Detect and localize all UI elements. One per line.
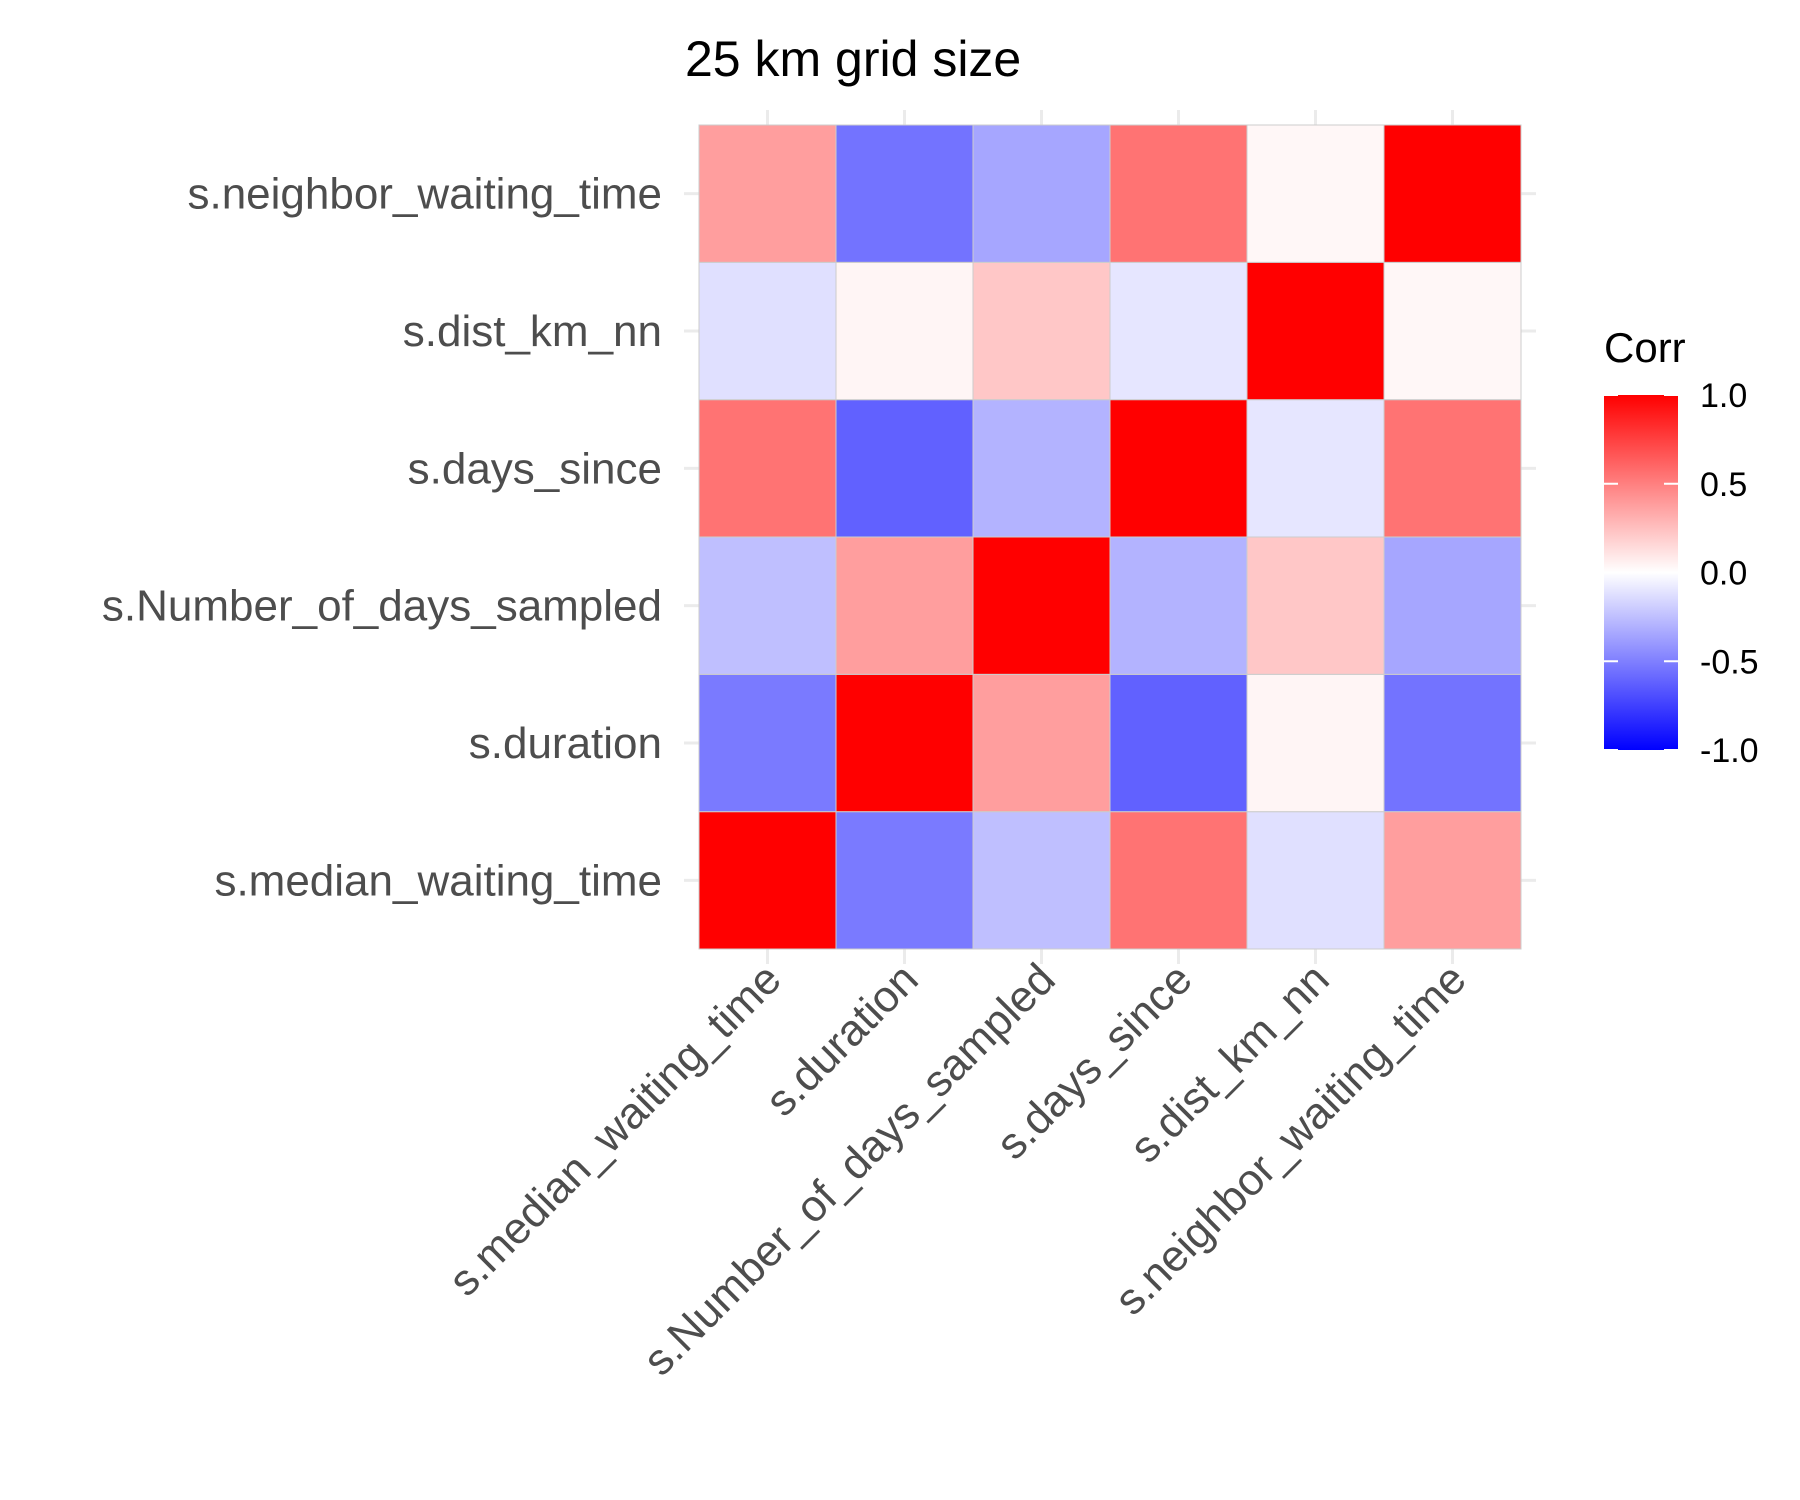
color-legend: Corr 1.0 0.5 0.0 -0.5 -1.0	[1604, 324, 1759, 770]
heatmap-cell	[1109, 811, 1248, 950]
heatmap-cell	[698, 261, 837, 401]
heatmap-cell	[835, 811, 974, 950]
heatmap-cell	[698, 673, 837, 813]
heatmap-cell	[835, 124, 974, 263]
heatmap-cell	[835, 673, 974, 813]
y-tick-label: s.median_waiting_time	[214, 856, 662, 905]
heatmap-cell	[1383, 811, 1522, 950]
heatmap-cell	[1109, 124, 1248, 263]
heatmap-cell	[1383, 536, 1522, 675]
heatmap-cell	[1109, 261, 1248, 401]
x-tick-labels: s.median_waiting_times.durations.Number_…	[439, 954, 1475, 1385]
heatmap-cell	[1246, 124, 1385, 263]
legend-tick-label: -0.5	[1700, 643, 1759, 681]
heatmap-cell	[1246, 673, 1385, 813]
y-tick-labels: s.median_waiting_time s.duration s.Number_…	[102, 170, 662, 906]
heatmap-cell	[1246, 536, 1385, 675]
heatmap-cell	[972, 536, 1111, 675]
legend-tick-label: 0.5	[1700, 466, 1747, 504]
heatmap-cell	[972, 124, 1111, 263]
heatmap-cell	[835, 536, 974, 675]
chart-title: 25 km grid size	[685, 31, 1021, 87]
y-tick-label: s.dist_km_nn	[403, 307, 662, 356]
legend-ticks: 1.0 0.5 0.0 -0.5 -1.0	[1604, 377, 1759, 770]
heatmap-cell	[1383, 399, 1522, 538]
heatmap-cell	[972, 673, 1111, 813]
heatmap-cell	[972, 811, 1111, 950]
heatmap-cell	[835, 399, 974, 538]
heatmap-cell	[1109, 673, 1248, 813]
heatmap-cell	[1383, 673, 1522, 813]
legend-tick-label: -1.0	[1700, 732, 1759, 770]
heatmap-cell	[1246, 811, 1385, 950]
legend-tick-label: 0.0	[1700, 555, 1747, 593]
heatmap-cell	[698, 536, 837, 675]
heatmap-cell	[698, 811, 837, 950]
heatmap-cell	[1246, 261, 1385, 401]
heatmap-cell	[1246, 399, 1385, 538]
y-tick-label: s.Number_of_days_sampled	[102, 582, 662, 631]
legend-title: Corr	[1604, 324, 1686, 371]
heatmap-cell	[1383, 124, 1522, 263]
legend-tick-label: 1.0	[1700, 377, 1747, 415]
heatmap-cell	[835, 261, 974, 401]
y-tick-label: s.neighbor_waiting_time	[187, 170, 662, 219]
heatmap-cell	[698, 399, 837, 538]
heatmap-cell	[972, 261, 1111, 401]
heatmap-cell	[1109, 399, 1248, 538]
heatmap-cell	[972, 399, 1111, 538]
heatmap-cells	[698, 124, 1522, 950]
y-tick-label: s.duration	[469, 719, 662, 768]
heatmap-cell	[1383, 261, 1522, 401]
heatmap-cell	[698, 124, 837, 263]
heatmap-cell	[1109, 536, 1248, 675]
y-tick-label: s.days_since	[408, 444, 662, 493]
